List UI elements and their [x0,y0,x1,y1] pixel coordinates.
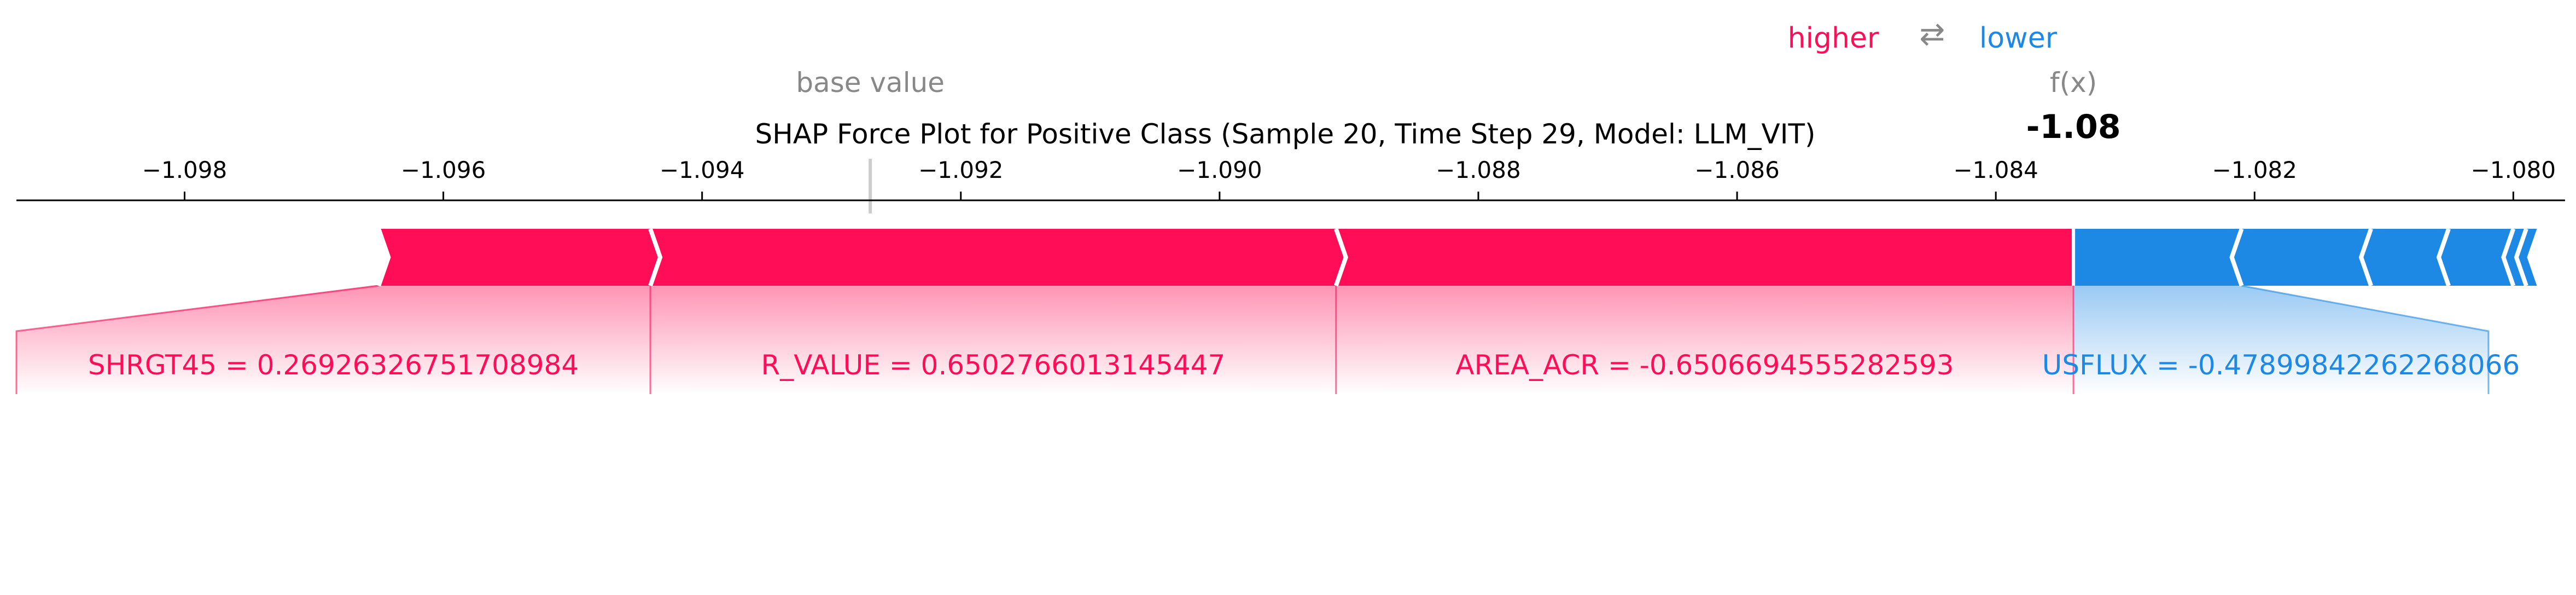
positive-segment-divider [648,228,663,287]
positive-segment-divider [376,228,391,287]
positive-feature-label: SHRGT45 = 0.26926326751708984 [88,349,579,381]
positive-force-bar [378,229,2074,286]
positive-feature-label: AREA_ACR = -0.6506694555282593 [1455,349,1954,381]
base-value-label: base value [796,67,945,99]
legend-lower: lower [1979,22,2058,55]
positive-feature-label: R_VALUE = 0.6502766013145447 [761,349,1225,381]
negative-label-edge [2241,285,2490,394]
feature-labels: SHRGT45 = 0.26926326751708984 R_VALUE = 0… [88,349,2520,381]
legend: higher ⇄ lower [1788,16,2058,55]
x-tick-label: −1.088 [1436,157,1520,183]
positive-segment-divider [1334,228,1349,287]
negative-segment-divider [2501,228,2516,287]
negative-segment-divider [2514,228,2528,287]
legend-higher: higher [1788,22,1879,55]
x-axis: −1.098 −1.096 −1.094 −1.092 −1.090 −1.088 −1.0… [16,157,2565,201]
positive-label-edge [15,285,379,394]
negative-segment-divider [2527,228,2542,287]
x-tick-label: −1.092 [918,157,1003,183]
output-value: -1.08 [2026,108,2121,146]
chart-title: SHAP Force Plot for Positive Class (Samp… [755,118,1815,150]
positive-label-fan [16,284,2074,394]
x-tick-label: −1.098 [142,157,227,183]
negative-feature-label: USFLUX = -0.47899842262268066 [2042,349,2520,381]
negative-segment-divider [2229,228,2244,287]
negative-segment-divider [2358,228,2373,287]
feature-label-regions [15,284,2490,394]
x-tick-label: −1.094 [660,157,744,183]
x-tick-label: −1.090 [1177,157,1262,183]
force-bars [376,228,2542,287]
x-tick-label: −1.086 [1694,157,1779,183]
negative-force-bar [2073,229,2539,286]
x-tick-label: −1.096 [401,157,486,183]
x-tick-label: −1.082 [2212,157,2297,183]
x-tick-label: −1.080 [2471,157,2556,183]
legend-arrow-icon: ⇄ [1920,16,1945,52]
fx-label: f(x) [2050,67,2097,99]
x-tick-label: −1.084 [1953,157,2038,183]
negative-segment-divider [2436,228,2451,287]
